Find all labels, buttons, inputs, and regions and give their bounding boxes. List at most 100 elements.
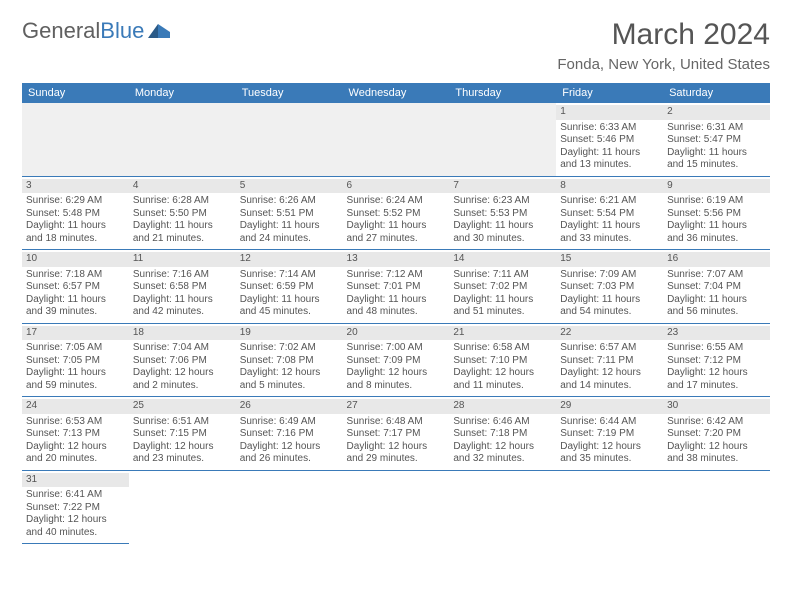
day-number: 14 (449, 252, 556, 267)
daylight-text: Daylight: 12 hours and 20 minutes. (26, 441, 125, 466)
day-number: 23 (663, 326, 770, 341)
sunset-text: Sunset: 7:02 PM (453, 281, 552, 294)
calendar-day-cell: 12 Sunrise: 7:14 AMSunset: 6:59 PMDayligh… (236, 250, 343, 324)
calendar-day-cell (236, 103, 343, 176)
weekday-header: Wednesday (343, 83, 450, 103)
daylight-text: Daylight: 11 hours and 48 minutes. (347, 294, 446, 319)
calendar-day-cell (343, 470, 450, 544)
day-number: 12 (236, 252, 343, 267)
daylight-text: Daylight: 12 hours and 40 minutes. (26, 514, 125, 539)
calendar-week-row: 1Sunrise: 6:33 AMSunset: 5:46 PMDaylight… (22, 103, 770, 176)
day-details: Sunrise: 6:19 AMSunset: 5:56 PMDaylight:… (667, 195, 766, 245)
day-details: Sunrise: 7:14 AMSunset: 6:59 PMDaylight:… (240, 269, 339, 319)
sunset-text: Sunset: 5:56 PM (667, 208, 766, 221)
calendar-week-row: 17Sunrise: 7:05 AMSunset: 7:05 PMDayligh… (22, 323, 770, 397)
sunset-text: Sunset: 5:54 PM (560, 208, 659, 221)
sunset-text: Sunset: 6:59 PM (240, 281, 339, 294)
sunset-text: Sunset: 7:09 PM (347, 355, 446, 368)
weekday-header: Monday (129, 83, 236, 103)
sunset-text: Sunset: 7:06 PM (133, 355, 232, 368)
calendar-day-cell: 11 Sunrise: 7:16 AMSunset: 6:58 PMDayligh… (129, 250, 236, 324)
day-number: 16 (663, 252, 770, 267)
day-number: 30 (663, 399, 770, 414)
day-number: 11 (129, 252, 236, 267)
sunrise-text: Sunrise: 6:23 AM (453, 195, 552, 208)
sunrise-text: Sunrise: 6:26 AM (240, 195, 339, 208)
day-number: 1 (556, 105, 663, 120)
logo-text-1: General (22, 18, 100, 44)
daylight-text: Daylight: 12 hours and 17 minutes. (667, 367, 766, 392)
day-details: Sunrise: 7:04 AMSunset: 7:06 PMDaylight:… (133, 342, 232, 392)
sunrise-text: Sunrise: 6:46 AM (453, 416, 552, 429)
day-details: Sunrise: 6:31 AMSunset: 5:47 PMDaylight:… (667, 122, 766, 172)
calendar-day-cell: 14Sunrise: 7:11 AMSunset: 7:02 PMDayligh… (449, 250, 556, 324)
calendar-day-cell: 29 Sunrise: 6:44 AMSunset: 7:19 PMDayligh… (556, 397, 663, 471)
sunrise-text: Sunrise: 7:04 AM (133, 342, 232, 355)
calendar-day-cell (343, 103, 450, 176)
day-number: 29 (556, 399, 663, 414)
logo: GeneralBlue (22, 18, 172, 44)
calendar-day-cell: 15Sunrise: 7:09 AMSunset: 7:03 PMDayligh… (556, 250, 663, 324)
calendar-day-cell: 13Sunrise: 7:12 AMSunset: 7:01 PMDayligh… (343, 250, 450, 324)
day-details: Sunrise: 6:49 AMSunset: 7:16 PMDaylight:… (240, 416, 339, 466)
sunset-text: Sunset: 7:11 PM (560, 355, 659, 368)
day-number: 31 (22, 473, 129, 488)
sunrise-text: Sunrise: 6:29 AM (26, 195, 125, 208)
day-details: Sunrise: 6:51 AMSunset: 7:15 PMDaylight:… (133, 416, 232, 466)
sunset-text: Sunset: 7:18 PM (453, 428, 552, 441)
daylight-text: Daylight: 11 hours and 45 minutes. (240, 294, 339, 319)
logo-mark-icon (148, 18, 172, 44)
daylight-text: Daylight: 11 hours and 54 minutes. (560, 294, 659, 319)
day-number: 26 (236, 399, 343, 414)
sunrise-text: Sunrise: 7:09 AM (560, 269, 659, 282)
day-number: 5 (236, 179, 343, 194)
daylight-text: Daylight: 12 hours and 35 minutes. (560, 441, 659, 466)
calendar-day-cell: 30Sunrise: 6:42 AMSunset: 7:20 PMDayligh… (663, 397, 770, 471)
calendar-day-cell (663, 470, 770, 544)
calendar-day-cell: 31Sunrise: 6:41 AMSunset: 7:22 PMDayligh… (22, 470, 129, 544)
sunset-text: Sunset: 7:03 PM (560, 281, 659, 294)
sunset-text: Sunset: 5:48 PM (26, 208, 125, 221)
calendar-day-cell: 8Sunrise: 6:21 AMSunset: 5:54 PMDaylight… (556, 176, 663, 250)
daylight-text: Daylight: 12 hours and 38 minutes. (667, 441, 766, 466)
calendar-day-cell (129, 470, 236, 544)
sunset-text: Sunset: 7:17 PM (347, 428, 446, 441)
sunset-text: Sunset: 7:15 PM (133, 428, 232, 441)
daylight-text: Daylight: 12 hours and 8 minutes. (347, 367, 446, 392)
day-number: 10 (22, 252, 129, 267)
calendar-day-cell: 17Sunrise: 7:05 AMSunset: 7:05 PMDayligh… (22, 323, 129, 397)
sunset-text: Sunset: 7:19 PM (560, 428, 659, 441)
calendar-day-cell: 23Sunrise: 6:55 AMSunset: 7:12 PMDayligh… (663, 323, 770, 397)
sunrise-text: Sunrise: 7:05 AM (26, 342, 125, 355)
calendar-day-cell: 25Sunrise: 6:51 AMSunset: 7:15 PMDayligh… (129, 397, 236, 471)
location-text: Fonda, New York, United States (557, 56, 770, 73)
day-details: Sunrise: 6:44 AMSunset: 7:19 PMDaylight:… (560, 416, 659, 466)
sunset-text: Sunset: 7:13 PM (26, 428, 125, 441)
calendar-day-cell (236, 470, 343, 544)
calendar-day-cell: 4Sunrise: 6:28 AMSunset: 5:50 PMDaylight… (129, 176, 236, 250)
weekday-header: Sunday (22, 83, 129, 103)
sunrise-text: Sunrise: 7:12 AM (347, 269, 446, 282)
sunset-text: Sunset: 7:12 PM (667, 355, 766, 368)
sunrise-text: Sunrise: 6:49 AM (240, 416, 339, 429)
sunrise-text: Sunrise: 6:51 AM (133, 416, 232, 429)
daylight-text: Daylight: 11 hours and 13 minutes. (560, 147, 659, 172)
daylight-text: Daylight: 11 hours and 15 minutes. (667, 147, 766, 172)
sunset-text: Sunset: 7:16 PM (240, 428, 339, 441)
calendar-table: SundayMondayTuesdayWednesdayThursdayFrid… (22, 83, 770, 544)
day-details: Sunrise: 6:55 AMSunset: 7:12 PMDaylight:… (667, 342, 766, 392)
day-number: 17 (22, 326, 129, 341)
day-number: 8 (556, 179, 663, 194)
calendar-day-cell: 19Sunrise: 7:02 AMSunset: 7:08 PMDayligh… (236, 323, 343, 397)
calendar-day-cell: 24Sunrise: 6:53 AMSunset: 7:13 PMDayligh… (22, 397, 129, 471)
daylight-text: Daylight: 12 hours and 26 minutes. (240, 441, 339, 466)
day-number: 18 (129, 326, 236, 341)
sunrise-text: Sunrise: 6:41 AM (26, 489, 125, 502)
daylight-text: Daylight: 11 hours and 30 minutes. (453, 220, 552, 245)
day-details: Sunrise: 7:12 AMSunset: 7:01 PMDaylight:… (347, 269, 446, 319)
calendar-day-cell: 9Sunrise: 6:19 AMSunset: 5:56 PMDaylight… (663, 176, 770, 250)
daylight-text: Daylight: 11 hours and 18 minutes. (26, 220, 125, 245)
sunrise-text: Sunrise: 6:31 AM (667, 122, 766, 135)
day-number: 20 (343, 326, 450, 341)
day-details: Sunrise: 7:16 AMSunset: 6:58 PMDaylight:… (133, 269, 232, 319)
